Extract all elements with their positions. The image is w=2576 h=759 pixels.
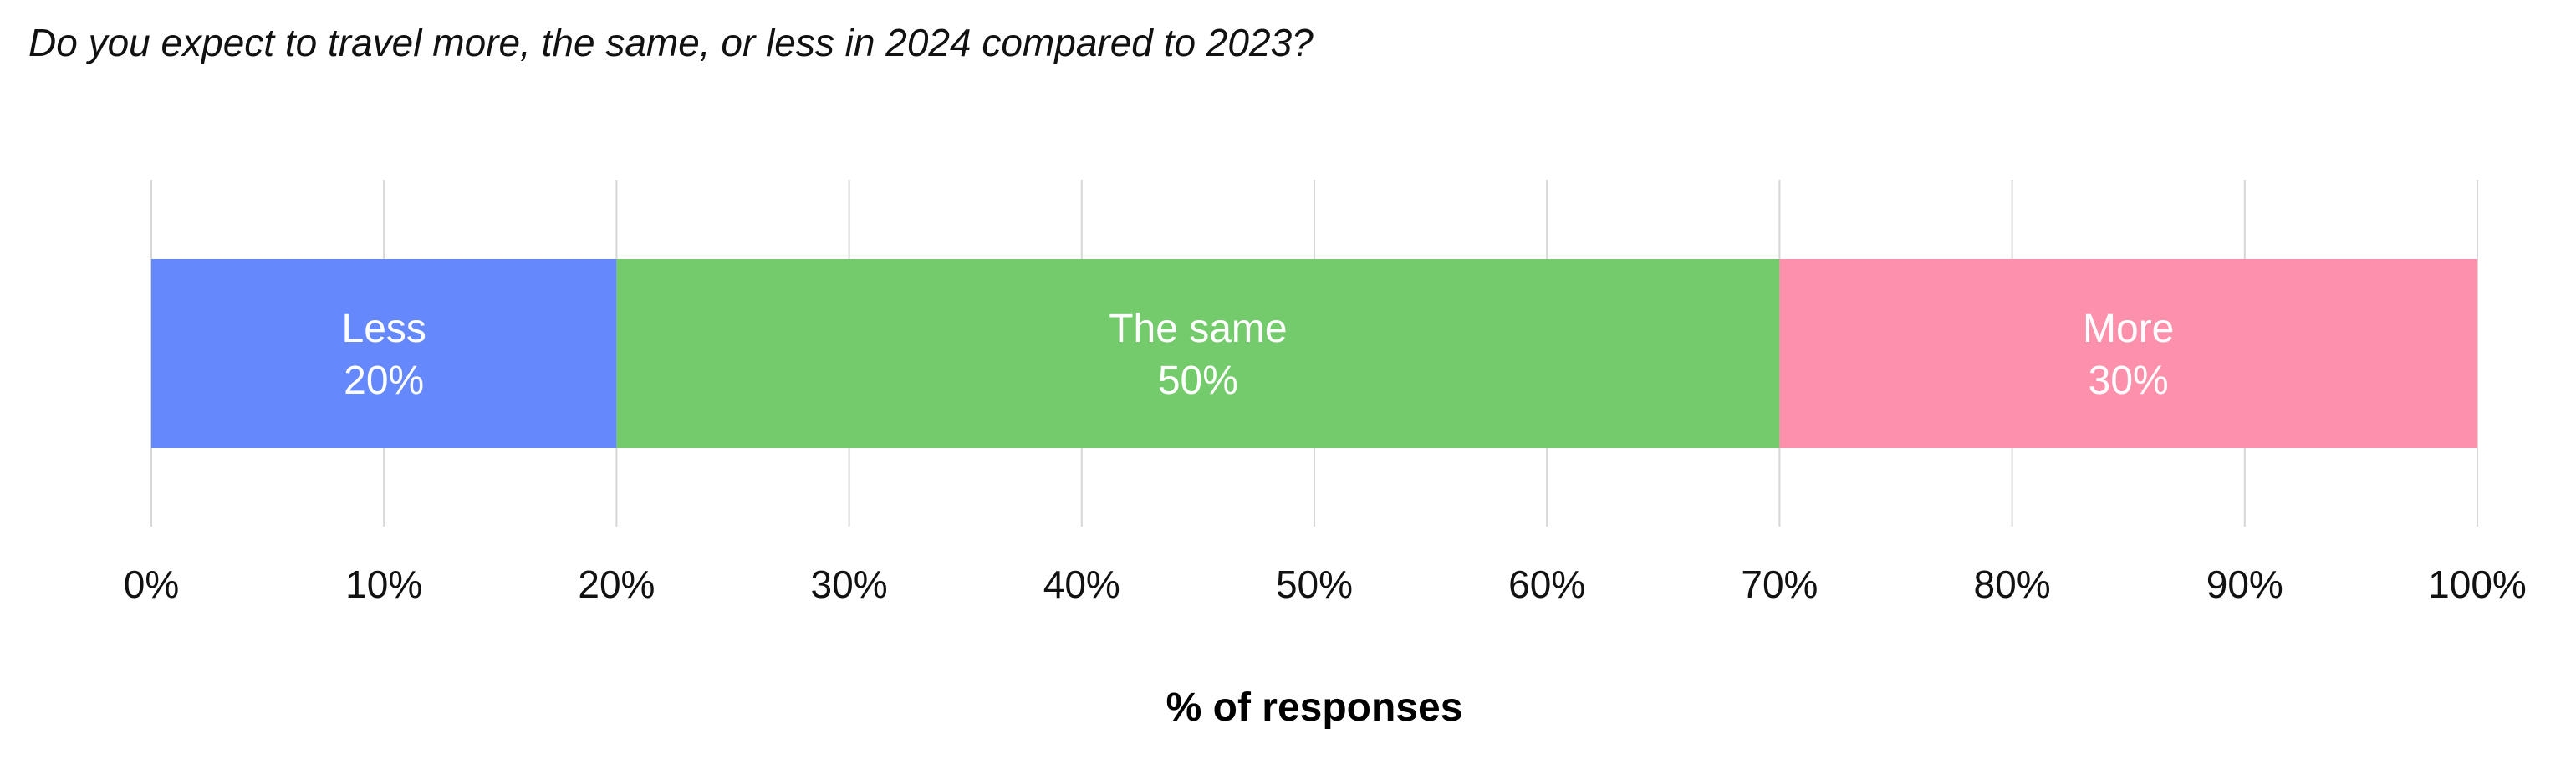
x-tick-label: 20%	[578, 563, 655, 606]
x-tick-label: 100%	[2428, 563, 2527, 606]
x-tick-label: 90%	[2206, 563, 2283, 606]
segment-name-label: The same	[1109, 307, 1287, 351]
segment-name-label: More	[2083, 307, 2174, 351]
x-tick-label: 50%	[1276, 563, 1353, 606]
bar-segment-the-same	[616, 259, 1780, 448]
chart-title: Do you expect to travel more, the same, …	[28, 21, 1314, 64]
segment-value-label: 30%	[2089, 359, 2169, 403]
x-axis-ticks: 0% 10% 20% 30% 40% 50% 60% 70% 80% 90% 100%	[124, 563, 2527, 606]
x-tick-label: 40%	[1043, 563, 1120, 606]
segment-value-label: 20%	[344, 359, 424, 403]
bar-segment-less	[151, 259, 617, 448]
segment-name-label: Less	[342, 307, 426, 351]
x-tick-label: 0%	[124, 563, 179, 606]
x-tick-label: 80%	[1974, 563, 2051, 606]
segment-value-label: 50%	[1158, 359, 1238, 403]
x-axis-label: % of responses	[1166, 685, 1463, 730]
x-tick-label: 70%	[1741, 563, 1818, 606]
x-tick-label: 60%	[1508, 563, 1585, 606]
x-tick-label: 30%	[811, 563, 888, 606]
bar-segment-more	[1779, 259, 2477, 448]
x-tick-label: 10%	[345, 563, 422, 606]
bar-segments: Less 20% The same 50% More 30%	[151, 259, 2477, 448]
